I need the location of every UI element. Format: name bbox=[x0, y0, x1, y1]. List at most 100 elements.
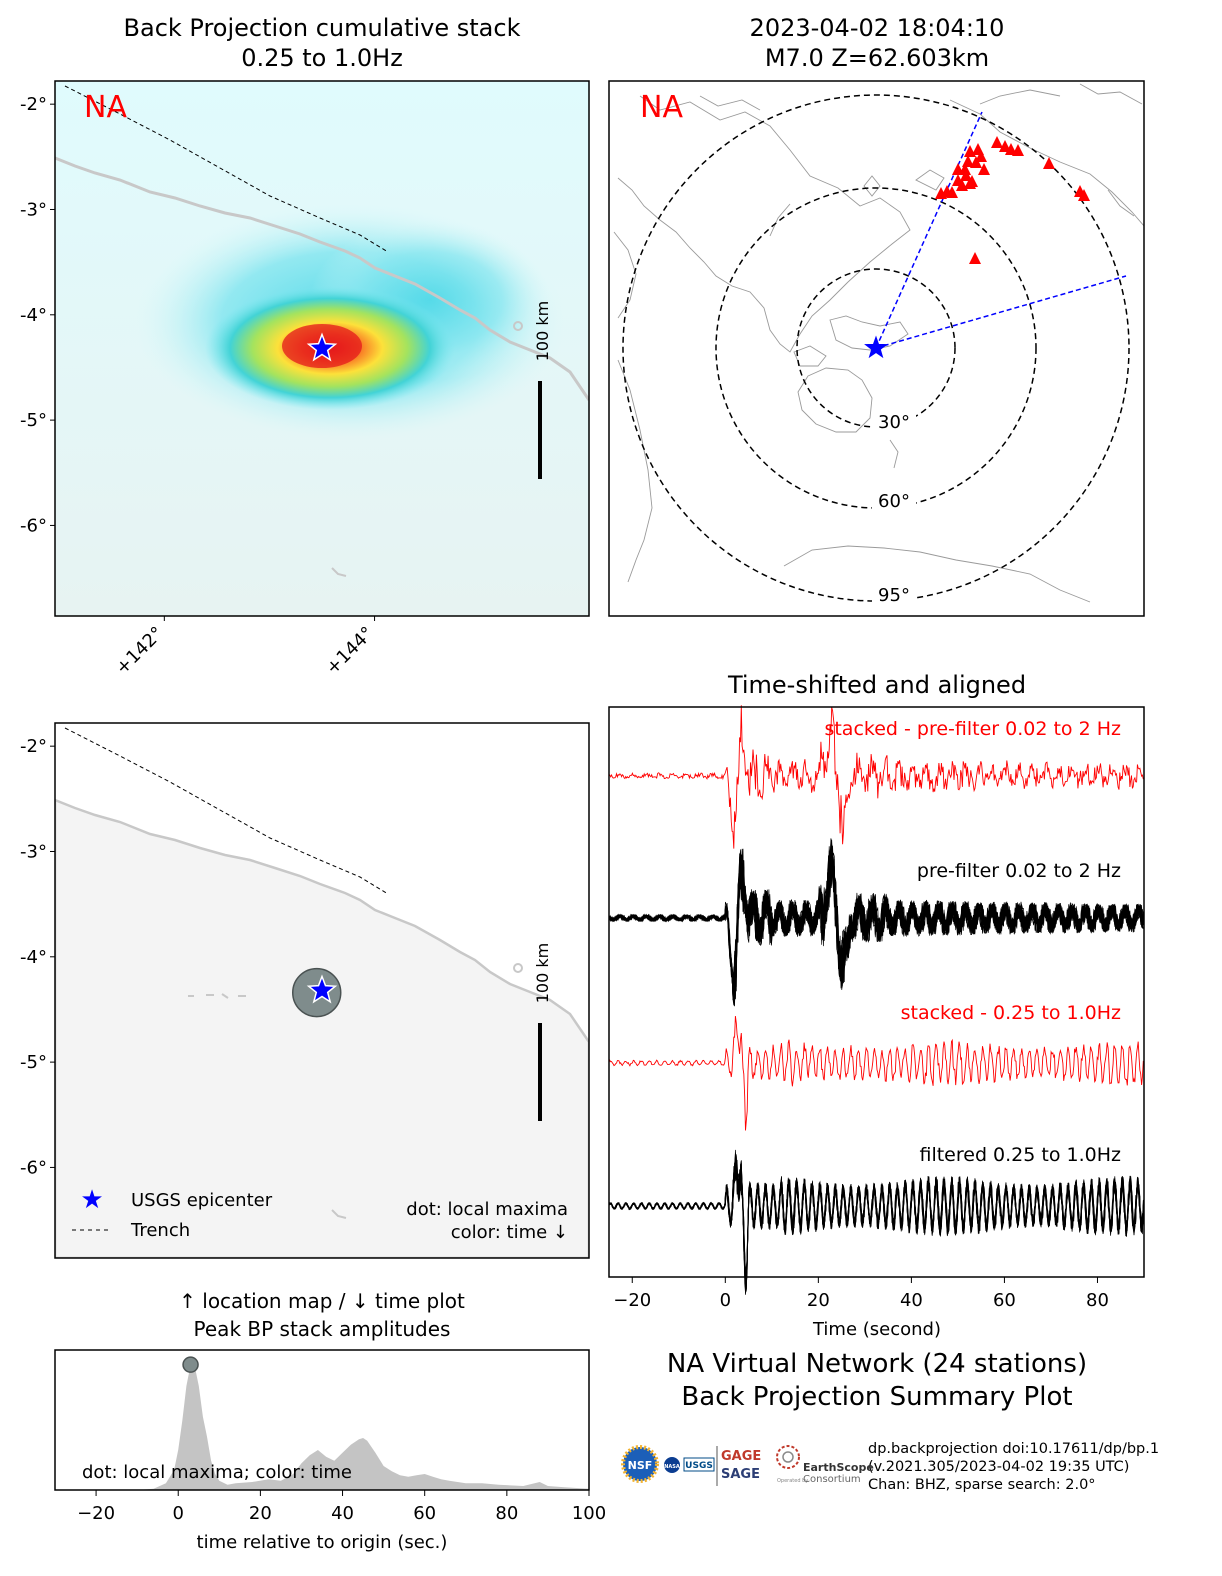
station-triangle-icon bbox=[969, 252, 981, 264]
earthscope-logo: EarthScope Operated by Consortium bbox=[776, 1445, 874, 1485]
station-triangle-icon bbox=[975, 150, 987, 162]
svg-text:GAGE: GAGE bbox=[721, 1449, 761, 1464]
trench-line bbox=[64, 85, 389, 253]
footer-info-3: Chan: BHZ, sparse search: 2.0° bbox=[868, 1477, 1096, 1493]
peak-amplitude-area bbox=[55, 1356, 589, 1490]
peak-title-line2: Peak BP stack amplitudes bbox=[194, 1317, 451, 1341]
x-tick-label: 0 bbox=[720, 1290, 731, 1311]
peak-frame bbox=[54, 1349, 590, 1491]
station-map-network-label: NA bbox=[640, 90, 683, 125]
bp-stack-title-line2: 0.25 to 1.0Hz bbox=[241, 44, 403, 72]
epicenter-star-icon bbox=[306, 332, 338, 362]
peak-maximum-dot bbox=[182, 1356, 199, 1373]
islet-2 bbox=[513, 963, 523, 973]
station-triangle-icon bbox=[952, 163, 964, 175]
stacked-prefilter-trace bbox=[608, 705, 1144, 849]
station-triangle-icon bbox=[935, 187, 947, 199]
usgs-logo: USGS bbox=[683, 1457, 715, 1472]
station-triangle-icon bbox=[991, 136, 1003, 148]
stations bbox=[935, 136, 1090, 264]
footer-title-line1: NA Virtual Network (24 stations) bbox=[667, 1349, 1087, 1379]
ring-label-60: 60° bbox=[878, 491, 910, 512]
y-tick-label: -5° bbox=[20, 410, 47, 431]
x-tick-label: 40 bbox=[900, 1290, 923, 1311]
epicenter-star-icon bbox=[306, 974, 338, 1004]
waveform-title: Time-shifted and aligned bbox=[727, 671, 1026, 699]
nasa-logo: NASA bbox=[664, 1457, 680, 1473]
x-tick-label: 40 bbox=[331, 1503, 354, 1524]
svg-text:USGS: USGS bbox=[685, 1461, 713, 1471]
x-tick-label: 80 bbox=[495, 1503, 518, 1524]
svg-text:SAGE: SAGE bbox=[721, 1467, 760, 1482]
scalebar-label-2: 100 km bbox=[533, 943, 552, 1003]
y-tick-label: -2° bbox=[20, 94, 47, 115]
waveform-background bbox=[609, 707, 1144, 1277]
peak-amplitude-fill bbox=[55, 1364, 589, 1490]
x-tick-label: −20 bbox=[77, 1503, 115, 1524]
station-map-frame bbox=[608, 80, 1145, 617]
station-triangle-icon bbox=[978, 163, 990, 175]
stacked-filtered-trace bbox=[608, 1015, 1144, 1131]
peak-x-label: time relative to origin (sec.) bbox=[197, 1532, 448, 1553]
svg-text:EarthScope: EarthScope bbox=[803, 1461, 874, 1474]
footer-title-line2: Back Projection Summary Plot bbox=[681, 1382, 1072, 1412]
islet-south-2 bbox=[331, 1209, 347, 1219]
bp-stack-x-axis: +142° +144° bbox=[112, 616, 378, 679]
y-tick-label: -4° bbox=[20, 947, 47, 968]
local-maxima-note-1: dot: local maxima bbox=[406, 1199, 568, 1220]
trench-line-2 bbox=[64, 727, 389, 895]
nsf-logo: NSF bbox=[621, 1445, 659, 1483]
station-triangle-icon bbox=[946, 186, 958, 198]
waveform-traces bbox=[608, 705, 1144, 1295]
trace-label-prefilter: pre-filter 0.02 to 2 Hz bbox=[917, 860, 1121, 882]
footer-info-2: (v.2021.305/2023-04-02 19:35 UTC) bbox=[868, 1459, 1129, 1475]
y-tick-label: -4° bbox=[20, 305, 47, 326]
legend-label-trench: Trench bbox=[130, 1220, 190, 1241]
bp-stack-frame bbox=[54, 80, 590, 617]
ring-label-30: 30° bbox=[878, 412, 910, 433]
local-maxima-land bbox=[55, 798, 589, 1258]
station-map-panel: 2023-04-02 18:04:10 M7.0 Z=62.603km bbox=[608, 14, 1145, 617]
distance-ring-95 bbox=[622, 94, 1130, 602]
waveform-x-label: Time (second) bbox=[812, 1319, 941, 1340]
ring-label-95: 95° bbox=[878, 585, 910, 606]
filtered-station-trace bbox=[608, 1154, 1144, 1281]
x-tick-label: 20 bbox=[807, 1290, 830, 1311]
waveform-panel: Time-shifted and aligned stacked - pre-f… bbox=[608, 671, 1145, 1340]
local-maxima-points bbox=[291, 967, 342, 1018]
bp-stack-panel: Back Projection cumulative stack 0.25 to… bbox=[20, 14, 590, 679]
station-triangle-icon bbox=[1078, 189, 1090, 201]
footer-info-1: dp.backprojection doi:10.17611/dp/bp.1 bbox=[868, 1441, 1159, 1457]
peak-annotation: dot: local maxima; color: time bbox=[82, 1462, 352, 1483]
prefilter-station-trace bbox=[608, 858, 1144, 999]
bp-stack-y-axis: -2° -3° -4° -5° -6° bbox=[20, 94, 55, 536]
local-maxima-y-axis: -2° -3° -4° -5° -6° bbox=[20, 736, 55, 1178]
waveform-x-axis: −20 0 20 40 60 80 bbox=[613, 1277, 1109, 1311]
peak-x-axis: −20 0 20 40 60 80 100 bbox=[77, 1490, 606, 1524]
x-tick-label: 80 bbox=[1086, 1290, 1109, 1311]
x-tick-label: 0 bbox=[173, 1503, 184, 1524]
x-tick-label: +142° bbox=[112, 623, 168, 679]
y-tick-label: -3° bbox=[20, 199, 47, 220]
station-triangle-icon bbox=[964, 177, 976, 189]
x-tick-label: 60 bbox=[413, 1503, 436, 1524]
ring-labels: 30° 60° 95° bbox=[872, 408, 916, 607]
station-triangle-icon bbox=[1012, 144, 1024, 156]
svg-text:NSF: NSF bbox=[628, 1459, 653, 1472]
bp-epicenter-star bbox=[306, 332, 338, 362]
footer: NA Virtual Network (24 stations) Back Pr… bbox=[621, 1349, 1159, 1493]
y-tick-label: -6° bbox=[20, 1157, 47, 1178]
x-tick-label: 20 bbox=[249, 1503, 272, 1524]
y-tick-label: -2° bbox=[20, 736, 47, 757]
x-tick-label: 60 bbox=[993, 1290, 1016, 1311]
x-tick-label: +144° bbox=[322, 623, 378, 679]
azimuth-line-north bbox=[875, 111, 983, 349]
waveform-frame bbox=[608, 706, 1145, 1278]
islet-south bbox=[331, 567, 347, 577]
legend-label-epicenter: USGS epicenter bbox=[131, 1190, 273, 1211]
epicenter-star-icon bbox=[864, 335, 888, 359]
local-maxima-panel: 100 km -2° -3° -4° -5° -6° ★ USGS epicenter … bbox=[20, 722, 590, 1259]
y-tick-label: -3° bbox=[20, 841, 47, 862]
station-map-epicenter-star bbox=[864, 335, 888, 359]
